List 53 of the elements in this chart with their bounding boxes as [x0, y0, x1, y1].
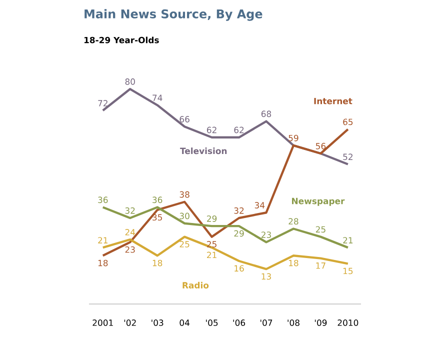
data-label: 34 — [254, 202, 265, 208]
data-label: 72 — [98, 100, 108, 106]
data-label: 36 — [152, 196, 162, 204]
x-tick-label: '05 — [206, 320, 218, 326]
data-label: 25 — [180, 241, 190, 248]
data-label: 59 — [288, 134, 298, 142]
data-label: 68 — [261, 110, 272, 118]
data-label: 52 — [343, 154, 352, 160]
x-tick-label: 2010 — [338, 320, 358, 326]
data-label: 66 — [180, 116, 190, 122]
data-label: 23 — [261, 232, 271, 238]
x-tick-label: '07 — [260, 320, 272, 326]
data-label: 21 — [343, 237, 353, 244]
chart-subtitle: 18-29 Year-Olds — [84, 36, 159, 44]
data-label: 62 — [207, 126, 216, 134]
data-label: 18 — [98, 260, 108, 266]
x-tick-label: '09 — [314, 320, 327, 326]
data-label: 80 — [125, 78, 135, 85]
data-label: 21 — [207, 252, 216, 258]
data-label: 23 — [125, 246, 135, 253]
data-label: 29 — [207, 215, 217, 222]
data-label: 18 — [289, 260, 298, 266]
data-label: 18 — [152, 260, 162, 266]
x-tick-label: 2001 — [92, 320, 113, 326]
data-label: 15 — [343, 268, 353, 274]
data-label: 65 — [343, 118, 353, 126]
series-label: Television — [180, 148, 227, 154]
text: Radio — [182, 282, 209, 288]
chart-title: Main News Source, By Age — [84, 9, 262, 21]
text: Internet — [314, 98, 352, 104]
data-label: 21 — [98, 237, 108, 244]
x-tick-label: 04 — [180, 320, 190, 326]
data-label: 30 — [180, 212, 190, 220]
data-label: 32 — [125, 207, 135, 214]
text: Newspaper — [292, 198, 345, 206]
data-label: 36 — [98, 196, 108, 204]
data-label: 16 — [234, 265, 244, 272]
x-tick-label: '06 — [233, 320, 246, 326]
x-tick-label: '03 — [152, 320, 164, 326]
data-label: 62 — [234, 126, 244, 134]
x-tick-label: '02 — [124, 320, 136, 326]
data-label: 24 — [125, 229, 136, 236]
data-label: 29 — [234, 230, 244, 237]
data-label: 28 — [288, 218, 298, 225]
data-label: 32 — [234, 207, 244, 214]
data-label: 56 — [316, 142, 326, 150]
data-label: 13 — [262, 273, 271, 280]
x-tick-label: '08 — [288, 320, 300, 326]
data-label: 25 — [207, 241, 216, 248]
data-label: 25 — [316, 226, 326, 233]
data-label: 17 — [316, 262, 326, 269]
data-label: 74 — [152, 94, 162, 101]
data-label: 38 — [180, 191, 190, 198]
